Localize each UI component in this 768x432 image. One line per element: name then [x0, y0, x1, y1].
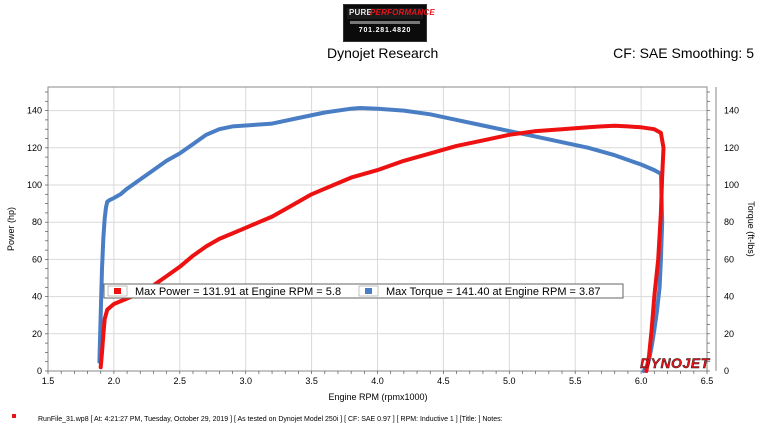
y-tick-label-left: 100: [27, 180, 42, 190]
y-tick-label-right: 140: [724, 106, 739, 116]
y-axis-label-left: Power (hp): [6, 207, 16, 251]
y-tick-label-left: 80: [32, 217, 42, 227]
x-tick-label: 2.5: [174, 376, 187, 386]
x-axis-label: Engine RPM (rpmx1000): [328, 392, 427, 402]
x-tick-label: 3.5: [305, 376, 318, 386]
x-tick-label: 5.5: [569, 376, 582, 386]
x-tick-label: 6.5: [701, 376, 714, 386]
logo-phone: 701.281.4820: [358, 27, 412, 34]
x-tick-label: 4.5: [437, 376, 450, 386]
y-tick-label-right: 0: [724, 366, 729, 376]
x-tick-label: 6.0: [635, 376, 648, 386]
torque-curve: [97, 106, 665, 373]
y-tick-label-left: 40: [32, 292, 42, 302]
legend-text-torque: Max Torque = 141.40 at Engine RPM = 3.87: [386, 286, 600, 298]
y-tick-label-right: 100: [724, 180, 739, 190]
y-tick-label-right: 120: [724, 143, 739, 153]
dynojet-watermark: DYNOJET: [640, 355, 711, 371]
tick-layer: 1.5 2.0 2.5 3.0 3.5 4.0 4.5 5.0 5.5 6.0 6.5 0 0 20 20 4…: [27, 87, 739, 386]
run-info-footer: RunFile_31.wp8 [ At: 4:21:27 PM, Tuesday…: [38, 416, 503, 423]
y-tick-label-right: 20: [724, 329, 734, 339]
logo: PURE PERFORMANCE 701.281.4820: [343, 4, 435, 42]
y-axis-label-right: Torque (ft-lbs): [746, 201, 756, 257]
x-tick-label: 3.0: [239, 376, 252, 386]
x-tick-label: 4.0: [371, 376, 384, 386]
logo-stripe: [350, 21, 420, 24]
y-tick-label-right: 40: [724, 292, 734, 302]
y-tick-label-right: 80: [724, 217, 734, 227]
y-tick-label-left: 60: [32, 254, 42, 264]
page-title: Dynojet Research: [327, 45, 439, 61]
legend: Max Power = 131.91 at Engine RPM = 5.8 Ma…: [103, 283, 624, 299]
x-tick-label: 5.0: [503, 376, 516, 386]
legend-swatch-torque: [365, 288, 372, 294]
grid-layer: [48, 87, 707, 371]
x-tick-label: 1.5: [42, 376, 55, 386]
logo-text-pure: PURE: [349, 8, 373, 17]
legend-swatch-power: [114, 288, 121, 294]
y-tick-label-left: 0: [37, 366, 42, 376]
x-tick-label: 2.0: [108, 376, 121, 386]
y-tick-label-left: 120: [27, 143, 42, 153]
y-tick-label-left: 20: [32, 329, 42, 339]
cf-smoothing-label: CF: SAE Smoothing: 5: [613, 45, 754, 61]
y-tick-label-left: 140: [27, 106, 42, 116]
y-tick-label-right: 60: [724, 254, 734, 264]
footer-run-marker: [12, 414, 16, 418]
logo-brand-bar: PURE PERFORMANCE: [347, 8, 435, 19]
legend-text-power: Max Power = 131.91 at Engine RPM = 5.8: [135, 286, 341, 298]
logo-text-performance: PERFORMANCE: [370, 8, 435, 17]
